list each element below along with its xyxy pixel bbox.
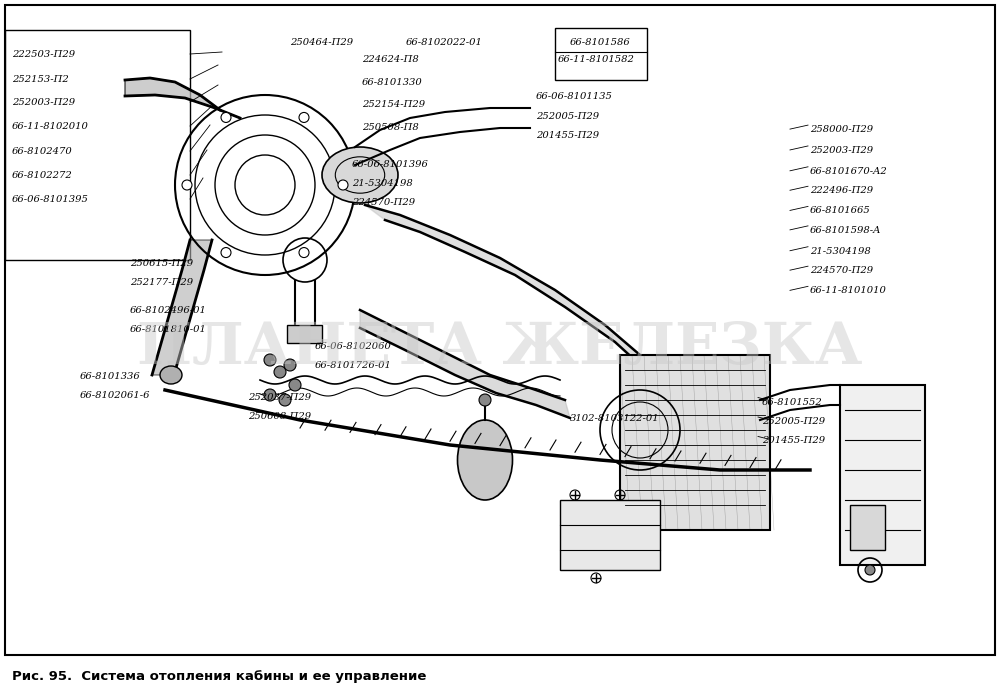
Text: 252005-П29: 252005-П29 [536, 112, 599, 121]
Circle shape [274, 366, 286, 378]
Text: Рис. 95.  Система отопления кабины и ее управление: Рис. 95. Система отопления кабины и ее у… [12, 670, 426, 683]
Text: 66-8102496-01: 66-8102496-01 [130, 306, 207, 315]
Text: 252177-П29: 252177-П29 [130, 278, 193, 287]
Text: 250608-П29: 250608-П29 [248, 412, 311, 421]
Bar [5, 30, 190, 260]
Polygon shape [360, 310, 570, 418]
Bar [555, 28, 647, 80]
Circle shape [299, 247, 309, 258]
Text: 222496-П29: 222496-П29 [810, 186, 873, 195]
Circle shape [865, 565, 875, 575]
Text: 258000-П29: 258000-П29 [810, 125, 873, 134]
Text: 224624-П8: 224624-П8 [362, 55, 419, 64]
Text: 66-8102470: 66-8102470 [12, 147, 73, 156]
Text: 201455-П29: 201455-П29 [762, 436, 825, 445]
Text: 252154-П29: 252154-П29 [362, 100, 425, 109]
Text: 252037-П29: 252037-П29 [248, 393, 311, 402]
Text: 250615-П29: 250615-П29 [130, 259, 193, 268]
Text: 3102-8103122-01: 3102-8103122-01 [570, 414, 660, 423]
Text: 66-8101670-A2: 66-8101670-A2 [810, 167, 888, 176]
Text: 66-11-8101582: 66-11-8101582 [558, 55, 635, 64]
Text: 224570-П29: 224570-П29 [352, 198, 415, 207]
Text: 66-8101336: 66-8101336 [80, 372, 141, 381]
Text: 252153-П2: 252153-П2 [12, 75, 69, 84]
Text: 66-8101726-01: 66-8101726-01 [315, 361, 392, 370]
Bar [287, 325, 322, 343]
Text: 21-5304198: 21-5304198 [810, 247, 871, 256]
Text: 66-8101586: 66-8101586 [570, 38, 631, 47]
Polygon shape [365, 205, 648, 372]
Text: 66-11-8102010: 66-11-8102010 [12, 122, 89, 131]
Text: 252003-П29: 252003-П29 [12, 98, 75, 107]
Text: 66-8101598-A: 66-8101598-A [810, 226, 881, 235]
Text: 66-8102061-6: 66-8102061-6 [80, 391, 150, 400]
Text: 66-8102272: 66-8102272 [12, 171, 73, 180]
Text: 21-5304198: 21-5304198 [352, 179, 413, 188]
Text: 252003-П29: 252003-П29 [810, 146, 873, 155]
Text: 222503-П29: 222503-П29 [12, 50, 75, 59]
Bar [620, 355, 770, 530]
Ellipse shape [322, 147, 398, 203]
Ellipse shape [458, 420, 512, 500]
Text: 252005-П29: 252005-П29 [762, 417, 825, 426]
Text: 66-06-8101396: 66-06-8101396 [352, 160, 429, 169]
Bar [560, 500, 660, 570]
Circle shape [264, 354, 276, 366]
Text: 66-8101810-01: 66-8101810-01 [130, 325, 207, 334]
Text: 66-06-8102060: 66-06-8102060 [315, 342, 392, 351]
Circle shape [279, 394, 291, 406]
Circle shape [221, 113, 231, 122]
Circle shape [299, 113, 309, 122]
Text: 66-8101552: 66-8101552 [762, 398, 823, 407]
Polygon shape [125, 78, 240, 118]
Text: 66-06-8101395: 66-06-8101395 [12, 195, 89, 204]
Circle shape [289, 379, 301, 391]
Text: 250508-П8: 250508-П8 [362, 123, 419, 132]
Ellipse shape [160, 366, 182, 384]
Text: 66-8101330: 66-8101330 [362, 78, 423, 87]
Circle shape [479, 394, 491, 406]
Text: 224570-П29: 224570-П29 [810, 266, 873, 275]
Text: 66-8101665: 66-8101665 [810, 206, 871, 215]
Polygon shape [152, 240, 212, 375]
Circle shape [264, 389, 276, 401]
Circle shape [221, 247, 231, 258]
Bar [840, 385, 925, 565]
Circle shape [338, 180, 348, 190]
Text: 250464-П29: 250464-П29 [290, 38, 353, 47]
Circle shape [284, 359, 296, 371]
Text: 201455-П29: 201455-П29 [536, 131, 599, 140]
Text: 66-11-8101010: 66-11-8101010 [810, 286, 887, 295]
Text: 66-06-8101135: 66-06-8101135 [536, 92, 613, 101]
Circle shape [182, 180, 192, 190]
Text: ПЛАНЕТА ЖЕЛЕЗКА: ПЛАНЕТА ЖЕЛЕЗКА [137, 320, 863, 376]
Bar [850, 505, 885, 550]
Text: 66-8102022-01: 66-8102022-01 [406, 38, 483, 47]
